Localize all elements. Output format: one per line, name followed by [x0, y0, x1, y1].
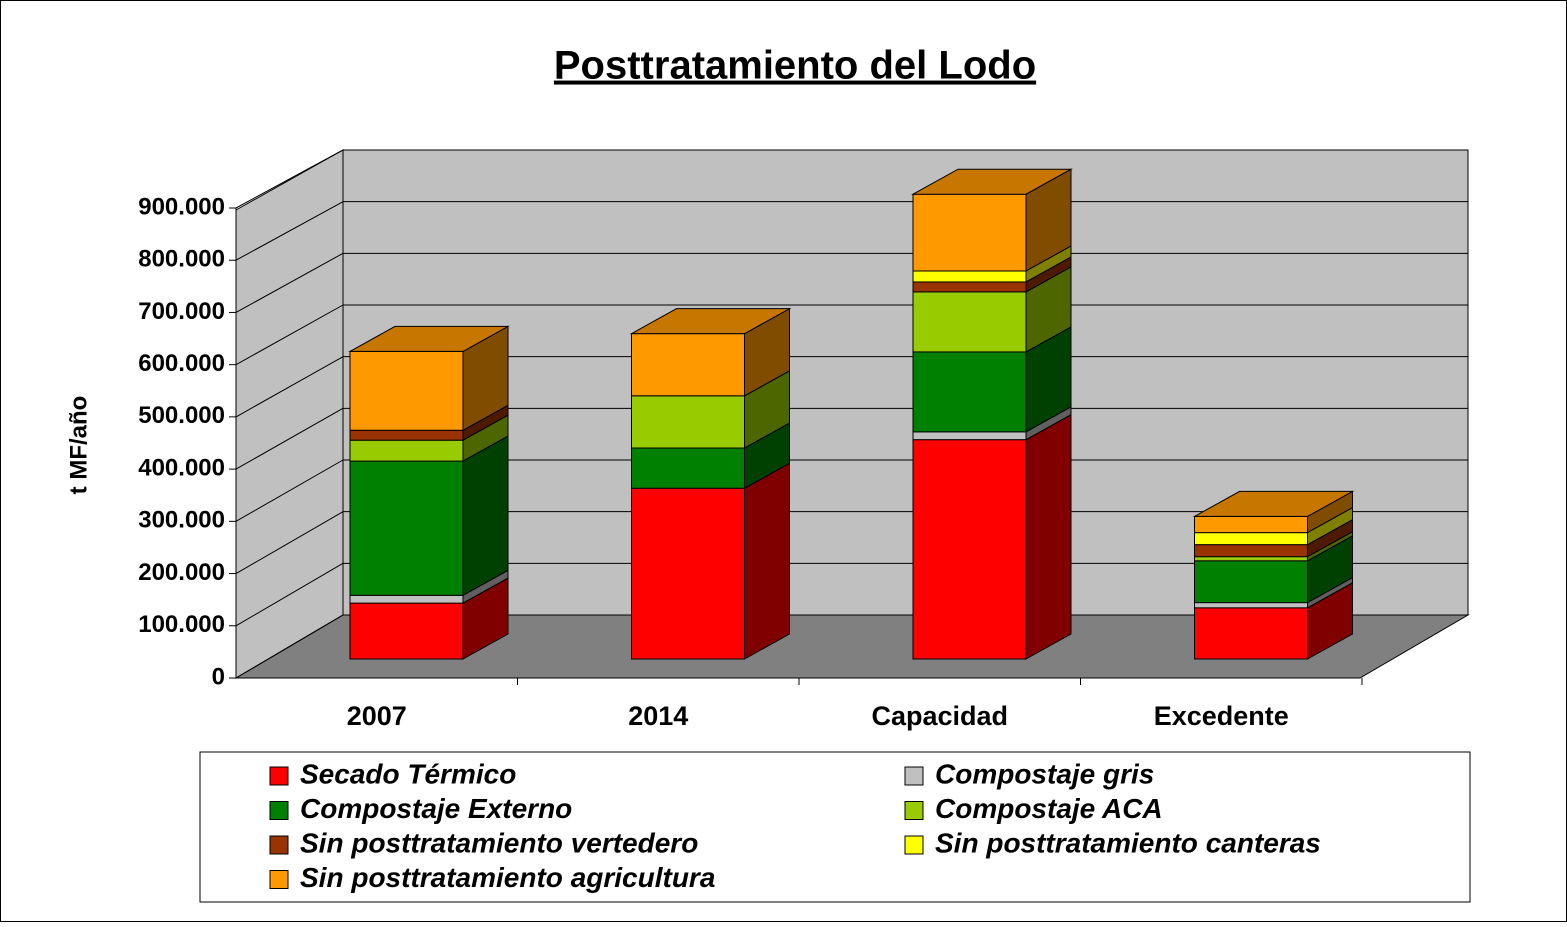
grid-line	[235, 562, 344, 627]
bar	[912, 291, 1027, 353]
grid-line	[235, 149, 344, 209]
bar	[349, 350, 464, 431]
bar	[1194, 560, 1308, 604]
bar	[349, 429, 464, 441]
grid-line	[235, 304, 344, 366]
grid-line	[235, 252, 344, 313]
bar	[349, 439, 464, 462]
grid-line	[235, 614, 344, 679]
bar	[1194, 607, 1308, 660]
bar	[349, 602, 464, 660]
bar	[1194, 532, 1308, 546]
legend-swatch	[904, 835, 924, 855]
bar-side	[462, 435, 509, 597]
legend-label: Secado Térmico	[300, 758, 516, 789]
y-axis-label: t MF/año	[65, 396, 92, 495]
left-wall	[235, 149, 344, 679]
y-tick-label: 600.000	[138, 350, 225, 377]
legend-label: Sin posttratamiento canteras	[935, 827, 1321, 858]
legend-swatch	[269, 801, 289, 820]
bar	[912, 351, 1027, 433]
x-tick-label: Excedente	[1154, 701, 1289, 731]
bar	[912, 281, 1027, 293]
y-tick-label: 700.000	[138, 298, 225, 325]
x-tick-label: Capacidad	[871, 701, 1008, 731]
grid-line	[235, 459, 344, 522]
bar	[912, 193, 1027, 272]
chart-title: Posttratamiento del Lodo	[554, 44, 1036, 88]
legend-label: Compostaje Externo	[300, 793, 572, 824]
legend-label: Sin posttratamiento agricultura	[300, 862, 715, 893]
bar	[1194, 515, 1308, 534]
legend	[199, 751, 1471, 903]
x-tick-label: 2014	[628, 701, 688, 731]
bar	[1194, 602, 1308, 609]
legend-swatch	[269, 870, 289, 889]
bar-top	[348, 325, 510, 352]
bar	[349, 594, 464, 604]
grid-line	[235, 511, 344, 574]
bar-top	[1192, 490, 1355, 517]
y-tick-label: 500.000	[138, 402, 225, 429]
bar	[912, 431, 1027, 441]
grid-line	[235, 356, 344, 418]
grid-line	[235, 201, 344, 261]
bar	[631, 487, 745, 660]
bar-top	[911, 168, 1073, 195]
y-tick-label: 100.000	[138, 611, 225, 638]
y-tick-label: 300.000	[138, 507, 225, 534]
bar	[1194, 544, 1308, 558]
bar	[349, 460, 464, 596]
bar-side	[744, 462, 790, 660]
grid-line	[235, 407, 344, 470]
x-tick-label: 2007	[347, 701, 407, 731]
legend-swatch	[269, 766, 289, 786]
bar-side	[1025, 413, 1072, 660]
bar	[1194, 556, 1308, 562]
legend-swatch	[904, 801, 924, 820]
legend-swatch	[904, 766, 924, 786]
bar	[631, 395, 745, 449]
legend-swatch	[269, 835, 289, 855]
bar	[912, 270, 1027, 283]
bar	[912, 439, 1027, 660]
bar	[631, 447, 745, 489]
y-tick-label: 0	[212, 663, 225, 690]
legend-label: Compostaje gris	[935, 758, 1154, 789]
y-tick-label: 200.000	[138, 559, 225, 586]
y-tick-label: 400.000	[138, 454, 225, 481]
bar	[631, 333, 745, 397]
y-tick-label: 900.000	[138, 193, 225, 220]
legend-label: Sin posttratamiento vertedero	[300, 827, 698, 858]
y-tick-label: 800.000	[138, 246, 225, 273]
legend-label: Compostaje ACA	[935, 793, 1163, 824]
bar-top	[629, 308, 792, 335]
